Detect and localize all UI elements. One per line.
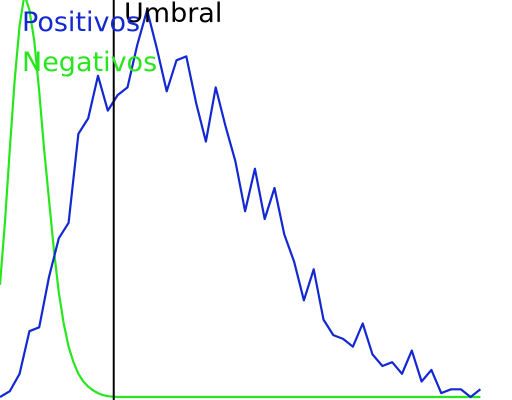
legend-label-positivos: Positivos	[22, 7, 140, 38]
series-line-negativos	[0, 0, 481, 399]
series-line-positivos	[0, 8, 482, 399]
threshold-label: Umbral	[124, 0, 222, 29]
legend-label-negativos: Negativos	[22, 47, 157, 78]
series-lines	[0, 0, 482, 399]
